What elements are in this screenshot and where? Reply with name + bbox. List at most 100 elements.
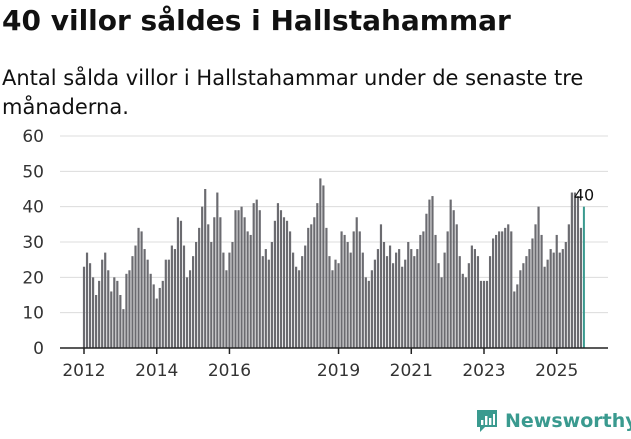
bar [437, 263, 440, 348]
y-tick-label: 20 [22, 268, 44, 288]
bar [292, 252, 295, 348]
bar [473, 249, 476, 348]
bar [216, 192, 219, 348]
bar [495, 234, 498, 348]
bar [410, 249, 413, 348]
bar [534, 224, 537, 348]
bar [467, 263, 470, 348]
bar [479, 280, 483, 348]
bar [498, 231, 501, 348]
bar [464, 277, 467, 348]
bar [419, 234, 422, 348]
bar [558, 252, 561, 348]
bar [364, 277, 367, 348]
bar [128, 270, 131, 348]
bar [552, 252, 555, 348]
bar [352, 231, 355, 348]
bar [361, 252, 364, 348]
bar [170, 245, 173, 348]
bar [382, 242, 386, 348]
bar [85, 252, 89, 348]
bar [579, 227, 583, 348]
bar [564, 242, 567, 348]
y-tick-label: 60 [22, 127, 44, 147]
bar [298, 270, 301, 348]
bar [355, 217, 358, 348]
bar [446, 231, 449, 348]
bar [140, 231, 143, 348]
bar [307, 227, 310, 348]
bar [282, 217, 286, 348]
bar [134, 245, 137, 348]
bar [122, 309, 125, 348]
bar [416, 249, 419, 348]
bar [158, 287, 161, 348]
highlight-value-label: 40 [574, 186, 594, 205]
y-tick-label: 30 [22, 233, 44, 253]
y-tick-label: 40 [22, 198, 44, 218]
bar [395, 252, 398, 348]
x-tick-label: 2016 [208, 361, 251, 381]
bar [273, 220, 276, 348]
bar [110, 291, 113, 348]
bar [458, 256, 461, 348]
bar [428, 199, 431, 348]
bar [522, 263, 525, 348]
bar [82, 266, 86, 348]
bar [392, 263, 395, 348]
bar [240, 206, 243, 348]
bar [285, 220, 289, 348]
bar [146, 259, 149, 348]
bar [92, 277, 95, 348]
bar [185, 277, 189, 348]
bar [116, 280, 119, 348]
bar [531, 238, 534, 348]
bar [164, 259, 167, 348]
bar [325, 227, 328, 348]
y-tick-label: 10 [22, 304, 44, 324]
x-tick-label: 2019 [317, 361, 360, 381]
bar [188, 270, 192, 348]
bar [379, 224, 383, 348]
bar [561, 249, 564, 348]
bar [213, 217, 216, 348]
bar [449, 199, 452, 348]
bar [485, 280, 489, 348]
bar [470, 245, 473, 348]
chart-subtitle: Antal sålda villor i Hallstahammar under… [2, 66, 584, 119]
bar [404, 259, 407, 348]
bar [210, 242, 213, 348]
bar [331, 270, 334, 348]
bar [376, 249, 380, 348]
bar [201, 206, 204, 348]
bar [131, 256, 134, 348]
bar [252, 203, 255, 348]
bar [192, 256, 195, 348]
bar [95, 295, 98, 348]
bar [88, 263, 92, 348]
bar [434, 234, 437, 348]
bar [264, 249, 267, 348]
bar [322, 185, 325, 348]
bar [528, 249, 531, 348]
bar [370, 270, 373, 348]
bar [155, 298, 158, 348]
bar [179, 220, 183, 348]
bar [440, 277, 443, 348]
bar [261, 256, 264, 348]
bar [167, 259, 170, 348]
bar [225, 270, 228, 348]
bar [476, 256, 480, 348]
bar [507, 224, 510, 348]
bar [113, 277, 116, 348]
bar [319, 178, 322, 348]
bar [231, 242, 234, 348]
bar [295, 266, 298, 348]
newsworthy-logo: Newsworthy [475, 408, 631, 434]
bar [443, 252, 446, 348]
bar [310, 224, 313, 348]
chart-title: 40 villor såldes i Hallstahammar [2, 4, 511, 37]
bar [455, 224, 458, 348]
bar [537, 206, 540, 348]
bar [222, 252, 225, 348]
